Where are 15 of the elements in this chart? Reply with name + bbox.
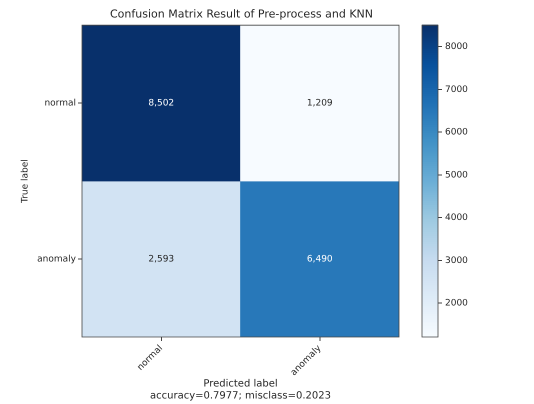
x-axis-title: Predicted label (203, 378, 278, 390)
color-bar-label: 4000 (445, 213, 468, 224)
data-label: 1,209 (306, 98, 333, 108)
chart-title: Confusion Matrix Result of Pre-process and KNN (110, 7, 374, 20)
data-label: 8,502 (148, 98, 174, 108)
color-bar-label: 5000 (445, 170, 468, 180)
color-bar-label: 3000 (445, 256, 468, 266)
color-bar-label: 2000 (445, 298, 468, 309)
color-bar-label: 8000 (445, 42, 468, 52)
data-label: 2,593 (148, 254, 174, 264)
color-bar-label: 7000 (445, 84, 468, 95)
text: accuracy=0.7977; misclass=0.2023 (150, 390, 331, 402)
color-bar-label: 6000 (445, 128, 468, 138)
data-label: 6,490 (306, 254, 333, 264)
y-axis-title: True label (20, 159, 31, 204)
